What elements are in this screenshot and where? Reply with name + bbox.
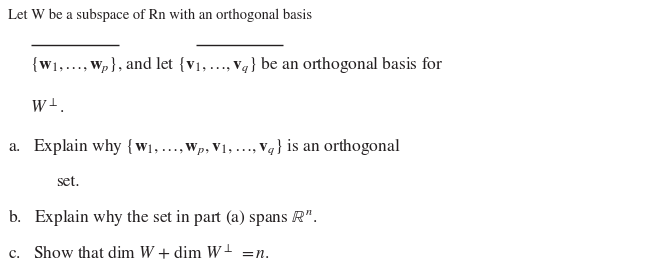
Text: $\{\mathbf{w}_1,\ldots,\mathbf{w}_p\}$, and let $\{\mathbf{v}_1,\ldots,\mathbf{v: $\{\mathbf{w}_1,\ldots,\mathbf{w}_p\}$, … <box>30 54 444 75</box>
Text: Let W be a subspace of Rn with an orthogonal basis: Let W be a subspace of Rn with an orthog… <box>8 8 312 22</box>
Text: c.   Show that dim $W$ + dim $W^{\perp}$ $= n$.: c. Show that dim $W$ + dim $W^{\perp}$ $… <box>8 244 270 264</box>
Text: $W^{\perp}$.: $W^{\perp}$. <box>30 99 65 117</box>
Text: set.: set. <box>57 174 80 190</box>
Text: b.   Explain why the set in part (a) spans $\mathbb{R}^{n}$.: b. Explain why the set in part (a) spans… <box>8 207 318 228</box>
Text: a.   Explain why $\{\mathbf{w}_1,\ldots,\mathbf{w}_p, \mathbf{v}_1,\ldots,\mathb: a. Explain why $\{\mathbf{w}_1,\ldots,\m… <box>8 136 401 157</box>
